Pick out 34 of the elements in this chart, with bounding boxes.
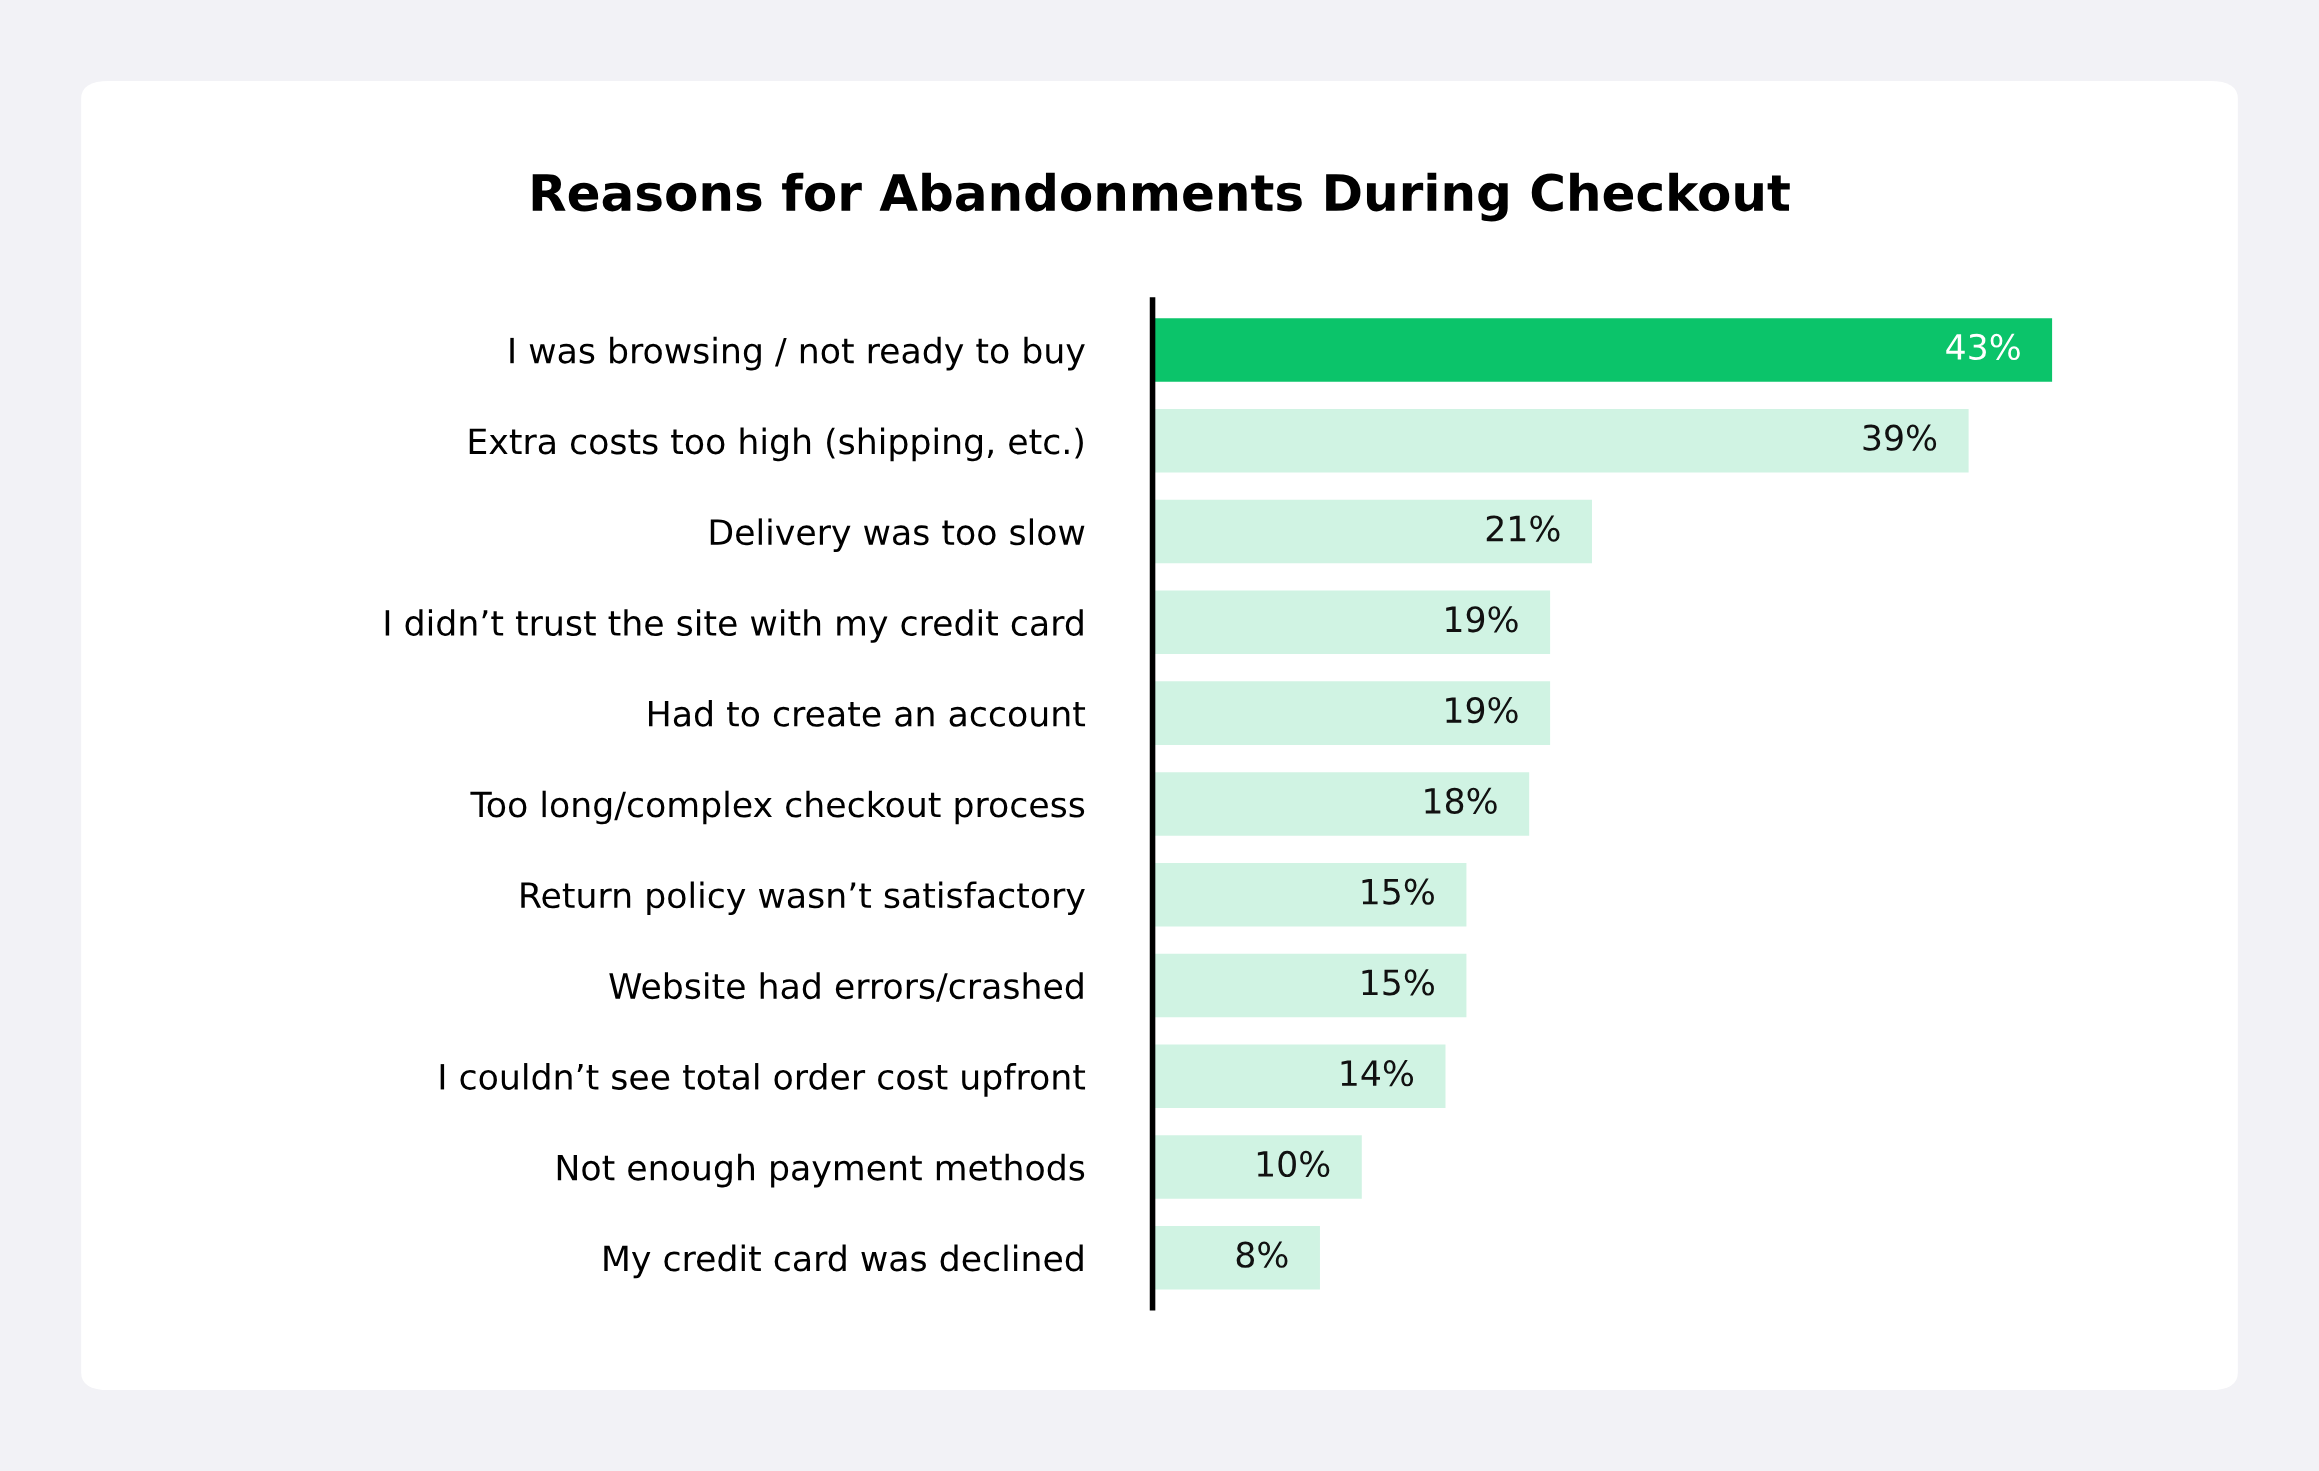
data-label: 8%: [1236, 1241, 1288, 1268]
y-tick-label: Website had errors/crashed: [609, 972, 1083, 1002]
y-tick-label: I didn’t trust the site with my credit card: [385, 609, 1083, 643]
y-tick-label: Too long/complex checkout process: [470, 790, 1085, 825]
data-label: 14%: [1341, 1060, 1414, 1087]
y-tick-label: My credit card was declined: [604, 1244, 1083, 1279]
data-label: 43%: [1946, 333, 2020, 361]
bar: [1152, 772, 1530, 836]
bar: [1152, 681, 1551, 745]
data-label: 21%: [1486, 515, 1560, 542]
bar: [1152, 409, 1969, 473]
data-label: 10%: [1257, 1150, 1330, 1178]
data-label: 15%: [1362, 969, 1434, 996]
data-label: 15%: [1362, 878, 1434, 905]
chart-title: Reasons for Abandonments During Checkout: [532, 172, 1790, 222]
bar: [1152, 1044, 1446, 1109]
bar: [1152, 318, 2053, 382]
y-tick-label: Not enough payment methods: [557, 1153, 1085, 1188]
y-tick-label: Had to create an account: [649, 699, 1086, 727]
bar: [1152, 499, 1592, 564]
y-tick-label: I was browsing / not ready to buy: [510, 336, 1085, 371]
bar: [1152, 862, 1467, 927]
bar: [1152, 1226, 1320, 1290]
bar: [1152, 1135, 1362, 1199]
y-tick-label: Extra costs too high (shipping, etc.): [469, 427, 1083, 462]
bar: [1152, 590, 1551, 655]
data-label: 19%: [1446, 696, 1518, 724]
data-label: 18%: [1425, 787, 1497, 814]
data-label: 19%: [1446, 606, 1518, 633]
data-label: 39%: [1863, 424, 1937, 451]
bar: [1152, 953, 1467, 1018]
y-tick-label: Return policy wasn’t satisfactory: [521, 881, 1085, 916]
y-tick-label: I couldn’t see total order cost upfront: [440, 1063, 1086, 1097]
y-tick-label: Delivery was too slow: [710, 518, 1085, 552]
